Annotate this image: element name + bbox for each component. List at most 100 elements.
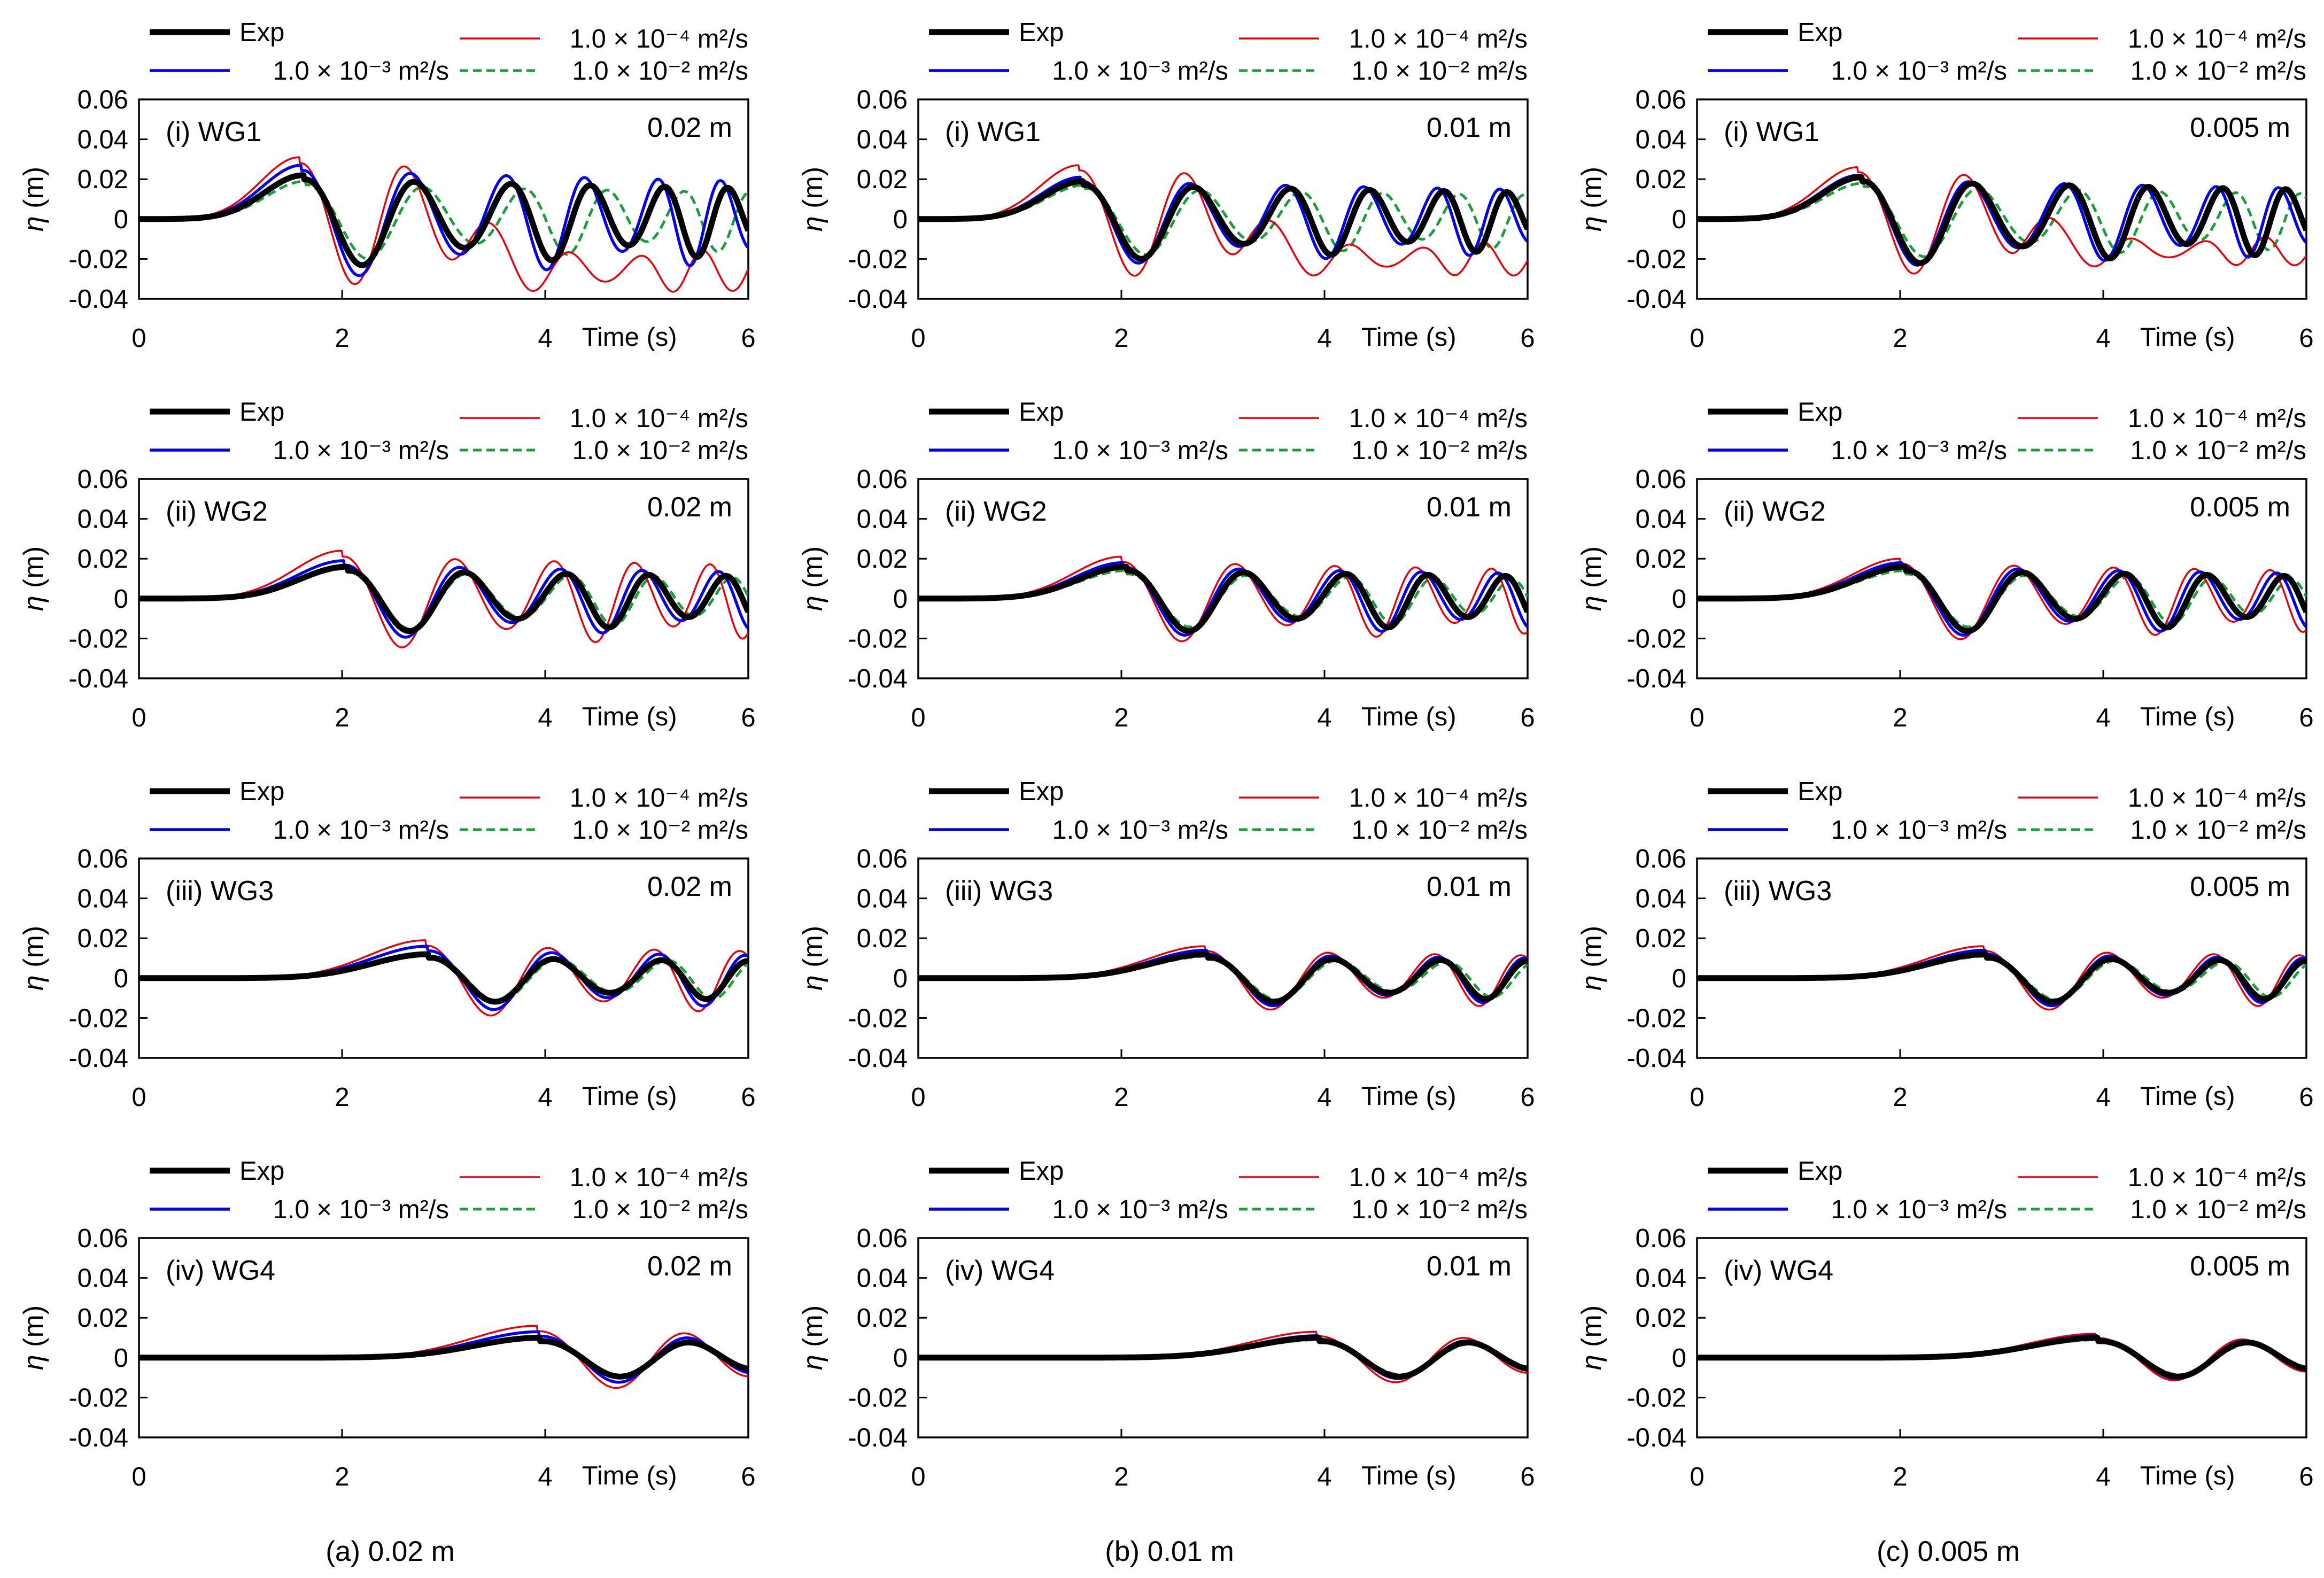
y-axis-symbol: η xyxy=(797,1355,828,1370)
legend-label-exp: Exp xyxy=(239,1157,284,1186)
y-tick-label: 0.02 xyxy=(78,165,128,194)
x-axis-label: Time (s) xyxy=(2140,1461,2235,1490)
y-axis-unit: (m) xyxy=(1576,926,1607,975)
y-tick-label: 0.02 xyxy=(1636,1304,1686,1333)
x-axis-label: Time (s) xyxy=(582,702,677,731)
series-line-exp xyxy=(1697,1335,2306,1380)
panel-r4-c2: Exp 1.0 × 10⁻⁴ m²/s 1.0 × 10⁻³ m²/s 1.0 × 1… xyxy=(797,1157,1535,1491)
y-tick-label: 0.06 xyxy=(1636,845,1686,873)
series-line-nu1e2 xyxy=(139,180,748,260)
x-axis-label: Time (s) xyxy=(2140,702,2235,731)
panel-corner-label: 0.02 m xyxy=(647,492,732,523)
legend: Exp 1.0 × 10⁻⁴ m²/s 1.0 × 10⁻³ m²/s 1.0 × 1… xyxy=(1708,1157,2306,1224)
x-tick-label: 0 xyxy=(911,324,925,353)
y-tick-label: 0.04 xyxy=(857,505,908,534)
legend-label-nu1e2: 1.0 × 10⁻² m²/s xyxy=(572,57,748,86)
x-tick-label: 6 xyxy=(1520,1463,1535,1491)
column-caption: (a) 0.02 m xyxy=(326,1536,455,1567)
x-tick-label: 2 xyxy=(1114,1463,1128,1491)
plot-frame xyxy=(1696,1237,2307,1438)
y-tick-label: 0.02 xyxy=(857,1304,908,1333)
panel-r3-c3: Exp 1.0 × 10⁻⁴ m²/s 1.0 × 10⁻³ m²/s 1.0 × 1… xyxy=(1576,777,2314,1112)
legend-label-exp: Exp xyxy=(1019,398,1064,427)
series-line-nu1e4 xyxy=(918,164,1528,277)
legend-label-nu1e4: 1.0 × 10⁻⁴ m²/s xyxy=(2128,784,2306,813)
panel-title: (iii) WG3 xyxy=(945,876,1053,907)
y-axis-unit: (m) xyxy=(18,1305,49,1355)
y-tick-label: 0.04 xyxy=(1636,505,1686,534)
panel-r3-c1: Exp 1.0 × 10⁻⁴ m²/s 1.0 × 10⁻³ m²/s 1.0 × 1… xyxy=(18,777,756,1112)
x-tick-label: 6 xyxy=(741,1083,755,1112)
x-axis-label: Time (s) xyxy=(582,1082,677,1111)
panel-r3-c2: Exp 1.0 × 10⁻⁴ m²/s 1.0 × 10⁻³ m²/s 1.0 × 1… xyxy=(797,777,1535,1112)
legend-label-nu1e4: 1.0 × 10⁻⁴ m²/s xyxy=(2128,404,2306,433)
panel-title: (i) WG1 xyxy=(945,117,1041,148)
x-tick-label: 2 xyxy=(1893,1083,1907,1112)
panel-corner-label: 0.01 m xyxy=(1427,871,1512,902)
panel-r2-c3: Exp 1.0 × 10⁻⁴ m²/s 1.0 × 10⁻³ m²/s 1.0 × 1… xyxy=(1576,398,2314,732)
x-axis-label: Time (s) xyxy=(1361,702,1457,731)
x-tick-label: 2 xyxy=(1114,1083,1128,1112)
y-tick-label: 0 xyxy=(893,205,908,234)
y-axis-unit: (m) xyxy=(18,926,49,975)
legend-label-nu1e2: 1.0 × 10⁻² m²/s xyxy=(2130,816,2306,845)
y-tick-label: 0 xyxy=(114,585,128,614)
legend-label-nu1e3: 1.0 × 10⁻³ m²/s xyxy=(273,57,449,86)
y-tick-label: 0.04 xyxy=(857,126,908,154)
y-tick-label: 0 xyxy=(114,1344,128,1373)
y-tick-label: 0.06 xyxy=(1636,465,1686,494)
legend-label-nu1e3: 1.0 × 10⁻³ m²/s xyxy=(1052,436,1228,465)
legend-label-exp: Exp xyxy=(239,777,284,806)
x-tick-label: 4 xyxy=(538,1083,552,1112)
series-line-exp xyxy=(918,1335,1528,1380)
y-tick-label: -0.02 xyxy=(1626,1004,1686,1033)
series-line-exp xyxy=(139,172,748,268)
y-axis-unit: (m) xyxy=(797,926,828,975)
x-tick-label: 4 xyxy=(1317,703,1331,732)
y-axis-symbol: η xyxy=(18,975,49,991)
x-tick-label: 4 xyxy=(538,324,552,353)
y-axis-label: η (m) xyxy=(18,926,49,991)
y-tick-label: 0 xyxy=(114,964,128,993)
column-caption: (b) 0.01 m xyxy=(1105,1536,1234,1567)
panel-corner-label: 0.02 m xyxy=(647,871,732,902)
legend-label-nu1e2: 1.0 × 10⁻² m²/s xyxy=(1351,816,1528,845)
legend-label-nu1e4: 1.0 × 10⁻⁴ m²/s xyxy=(570,404,748,433)
legend-label-nu1e2: 1.0 × 10⁻² m²/s xyxy=(572,816,748,845)
panel-r2-c1: Exp 1.0 × 10⁻⁴ m²/s 1.0 × 10⁻³ m²/s 1.0 × 1… xyxy=(18,398,756,732)
x-axis-label: Time (s) xyxy=(1361,1461,1457,1490)
legend-label-nu1e4: 1.0 × 10⁻⁴ m²/s xyxy=(1349,784,1528,813)
y-tick-label: -0.02 xyxy=(1626,1383,1686,1412)
y-axis-symbol: η xyxy=(797,595,828,611)
panel-title: (ii) WG2 xyxy=(166,496,268,527)
x-tick-label: 2 xyxy=(1114,703,1128,732)
y-tick-label: 0.06 xyxy=(1636,86,1686,114)
legend-label-nu1e4: 1.0 × 10⁻⁴ m²/s xyxy=(1349,25,1528,53)
y-axis-unit: (m) xyxy=(797,546,828,595)
x-tick-label: 0 xyxy=(1690,1083,1704,1112)
y-axis-label: η (m) xyxy=(797,167,828,231)
legend-label-nu1e2: 1.0 × 10⁻² m²/s xyxy=(2130,57,2306,86)
x-tick-label: 4 xyxy=(1317,324,1331,353)
legend-label-nu1e2: 1.0 × 10⁻² m²/s xyxy=(1351,57,1528,86)
y-tick-label: 0.06 xyxy=(857,1224,908,1253)
panel-corner-label: 0.005 m xyxy=(2190,1251,2290,1282)
y-tick-label: 0.04 xyxy=(78,885,128,914)
x-tick-label: 6 xyxy=(2299,1083,2313,1112)
x-tick-label: 4 xyxy=(2096,324,2110,353)
x-tick-label: 2 xyxy=(1893,703,1907,732)
y-axis-unit: (m) xyxy=(797,1305,828,1355)
legend-label-nu1e2: 1.0 × 10⁻² m²/s xyxy=(2130,436,2306,465)
series-line-exp xyxy=(918,178,1528,262)
y-axis-label: η (m) xyxy=(1576,546,1607,611)
y-tick-label: -0.04 xyxy=(848,1424,908,1452)
panel-corner-label: 0.005 m xyxy=(2190,492,2290,523)
series-line-exp xyxy=(139,563,748,635)
x-tick-label: 0 xyxy=(1690,324,1704,353)
legend: Exp 1.0 × 10⁻⁴ m²/s 1.0 × 10⁻³ m²/s 1.0 × 1… xyxy=(150,398,748,465)
x-tick-label: 4 xyxy=(2096,1083,2110,1112)
y-axis-symbol: η xyxy=(1576,216,1607,231)
y-axis-label: η (m) xyxy=(797,546,828,611)
y-axis-unit: (m) xyxy=(1576,1305,1607,1355)
